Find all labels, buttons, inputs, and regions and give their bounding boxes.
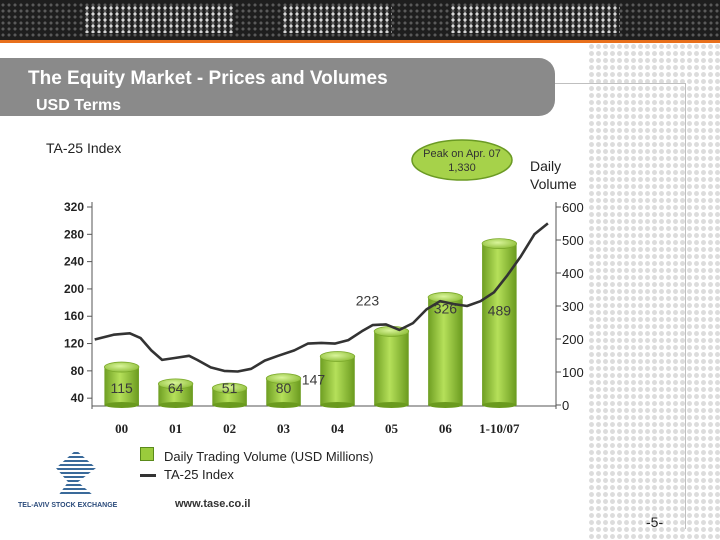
x-tick-label: 01 [169,421,182,436]
header-accent-line [0,40,720,43]
volume-bar-cap [319,351,356,362]
page-title: The Equity Market - Prices and Volumes [28,68,388,89]
page-number: -5- [646,514,664,530]
volume-bar-base [212,402,247,408]
right-tick-label: 300 [562,299,584,314]
peak-annotation-line1: Peak on Apr. 07 [423,148,501,160]
right-axis-title-line2: Volume [530,176,577,192]
right-tick-label: 500 [562,233,584,248]
bar-value-label: 147 [302,371,326,387]
ta25-index-line [94,222,549,373]
right-axis-title-line1: Daily [530,158,562,174]
left-tick-label: 200 [64,282,84,296]
volume-bar [428,297,463,405]
right-axis-title: Daily Volume [530,157,577,193]
volume-bar [158,383,193,405]
volume-bar-base [104,402,139,408]
right-tick-label: 400 [562,266,584,281]
bar-value-label: 115 [111,380,134,396]
volume-bar-base [158,402,193,408]
ticker-glyphs-right [450,5,620,33]
right-tick-label: 100 [562,365,584,380]
volume-bar-base [374,402,409,408]
ticker-glyphs-left [84,5,234,33]
x-tick-label: 03 [277,421,291,436]
left-axis-title: TA-25 Index [46,140,122,156]
x-tick-label: 1-10/07 [479,421,520,436]
bar-value-label: 51 [222,380,238,396]
x-tick-label: 05 [385,421,399,436]
right-tick-label: 0 [562,398,569,413]
bar-value-label: 223 [356,292,380,308]
bar-value-label: 489 [488,303,512,319]
left-tick-label: 40 [71,391,85,405]
legend-index-swatch [140,474,156,477]
legend-index-label: TA-25 Index [164,467,234,482]
page-subtitle: USD Terms [36,97,122,114]
left-tick-label: 320 [64,200,84,214]
peak-annotation-bubble [411,139,513,181]
peak-annotation-line2: 1,330 [448,162,476,174]
bar-value-label: 326 [434,300,458,316]
tase-logo: TEL-AVIV STOCK EXCHANGE [18,450,118,509]
volume-bar [374,331,409,405]
volume-bar-cap [104,361,140,373]
title-bar [0,58,555,116]
volume-bar-cap [211,382,248,394]
legend-volume-label: Daily Trading Volume (USD Millions) [164,449,374,464]
volume-bar-base [428,402,463,408]
volume-bar-base [320,402,355,408]
volume-bar-base [482,402,517,408]
left-tick-label: 280 [64,227,84,241]
ticker-banner [0,0,720,40]
left-tick-label: 120 [64,337,84,351]
volume-bar-base [266,402,301,408]
volume-bar [104,367,139,405]
website-url[interactable]: www.tase.co.il [175,498,251,510]
volume-bar [320,356,355,405]
right-tick-label: 600 [562,200,584,215]
bar-value-label: 64 [168,380,184,396]
x-tick-label: 06 [439,421,453,436]
legend-volume-swatch [140,447,154,461]
left-tick-label: 160 [64,309,84,323]
tase-logo-mark [56,450,96,496]
left-tick-label: 80 [71,364,85,378]
volume-bar-cap [481,238,518,250]
x-tick-label: 02 [223,421,236,436]
left-tick-label: 240 [64,255,84,269]
right-tick-label: 200 [562,332,584,347]
decorative-dot-grid [588,43,720,540]
volume-bar-cap [157,378,194,390]
ticker-glyphs-middle [282,5,392,33]
tase-logo-wordmark: TEL-AVIV STOCK EXCHANGE [18,502,118,509]
volume-bar-cap [265,373,302,385]
bar-value-label: 80 [276,380,292,396]
x-tick-label: 00 [115,421,128,436]
x-tick-label: 04 [331,421,345,436]
